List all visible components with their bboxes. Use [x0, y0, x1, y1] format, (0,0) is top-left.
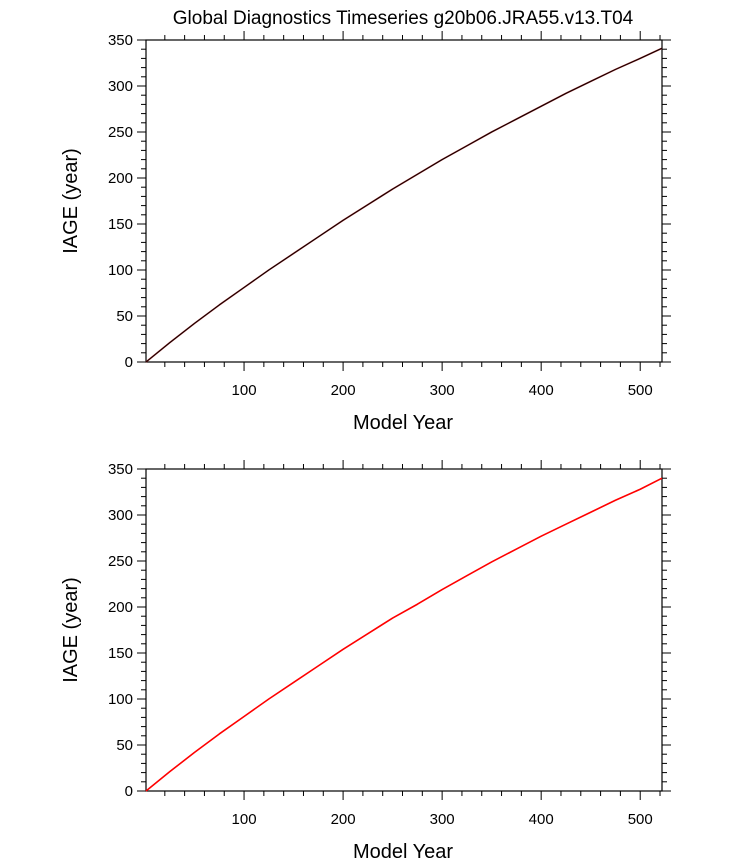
bottom-series-line-1	[145, 477, 663, 792]
x-tick-label: 400	[529, 382, 554, 399]
y-tick-label: 150	[108, 645, 133, 662]
figure-title: Global Diagnostics Timeseries g20b06.JRA…	[173, 8, 634, 29]
x-tick-label: 500	[628, 811, 653, 828]
axis-ticks	[137, 460, 671, 800]
y-tick-label: 200	[108, 170, 133, 187]
x-tick-label: 400	[529, 811, 554, 828]
x-tick-label: 100	[232, 382, 257, 399]
top-panel: 100 200 300 400 500 0 50 100 150 200 250 300 350 Mode…	[60, 31, 671, 434]
x-tick-label: 500	[628, 382, 653, 399]
y-tick-label: 0	[125, 783, 133, 800]
y-tick-label: 300	[108, 78, 133, 95]
y-axis-label: IAGE (year)	[60, 577, 82, 683]
y-tick-label: 350	[108, 32, 133, 49]
y-tick-label: 100	[108, 262, 133, 279]
y-tick-label: 50	[116, 308, 133, 325]
y-tick-label: 150	[108, 216, 133, 233]
y-tick-label: 200	[108, 599, 133, 616]
x-tick-label: 300	[430, 382, 455, 399]
axis-ticks	[137, 31, 671, 371]
plot-frame	[145, 39, 663, 363]
y-axis-label: IAGE (year)	[60, 148, 82, 254]
y-tick-label: 300	[108, 507, 133, 524]
y-tick-label: 0	[125, 354, 133, 371]
y-tick-label: 100	[108, 691, 133, 708]
y-tick-label: 50	[116, 737, 133, 754]
bottom-panel: 100 200 300 400 500 0 50 100 150 200 250 300 350 Mode…	[60, 460, 671, 863]
plot-frame	[145, 468, 663, 792]
x-tick-label: 300	[430, 811, 455, 828]
x-tick-label: 200	[331, 382, 356, 399]
top-series-line-2	[145, 47, 663, 363]
top-series-line-1	[145, 47, 663, 363]
x-axis-label: Model Year	[353, 412, 453, 434]
x-tick-label: 200	[331, 811, 356, 828]
x-axis-label: Model Year	[353, 841, 453, 863]
x-tick-label: 100	[232, 811, 257, 828]
y-tick-label: 350	[108, 461, 133, 478]
y-tick-label: 250	[108, 124, 133, 141]
y-tick-label: 250	[108, 553, 133, 570]
